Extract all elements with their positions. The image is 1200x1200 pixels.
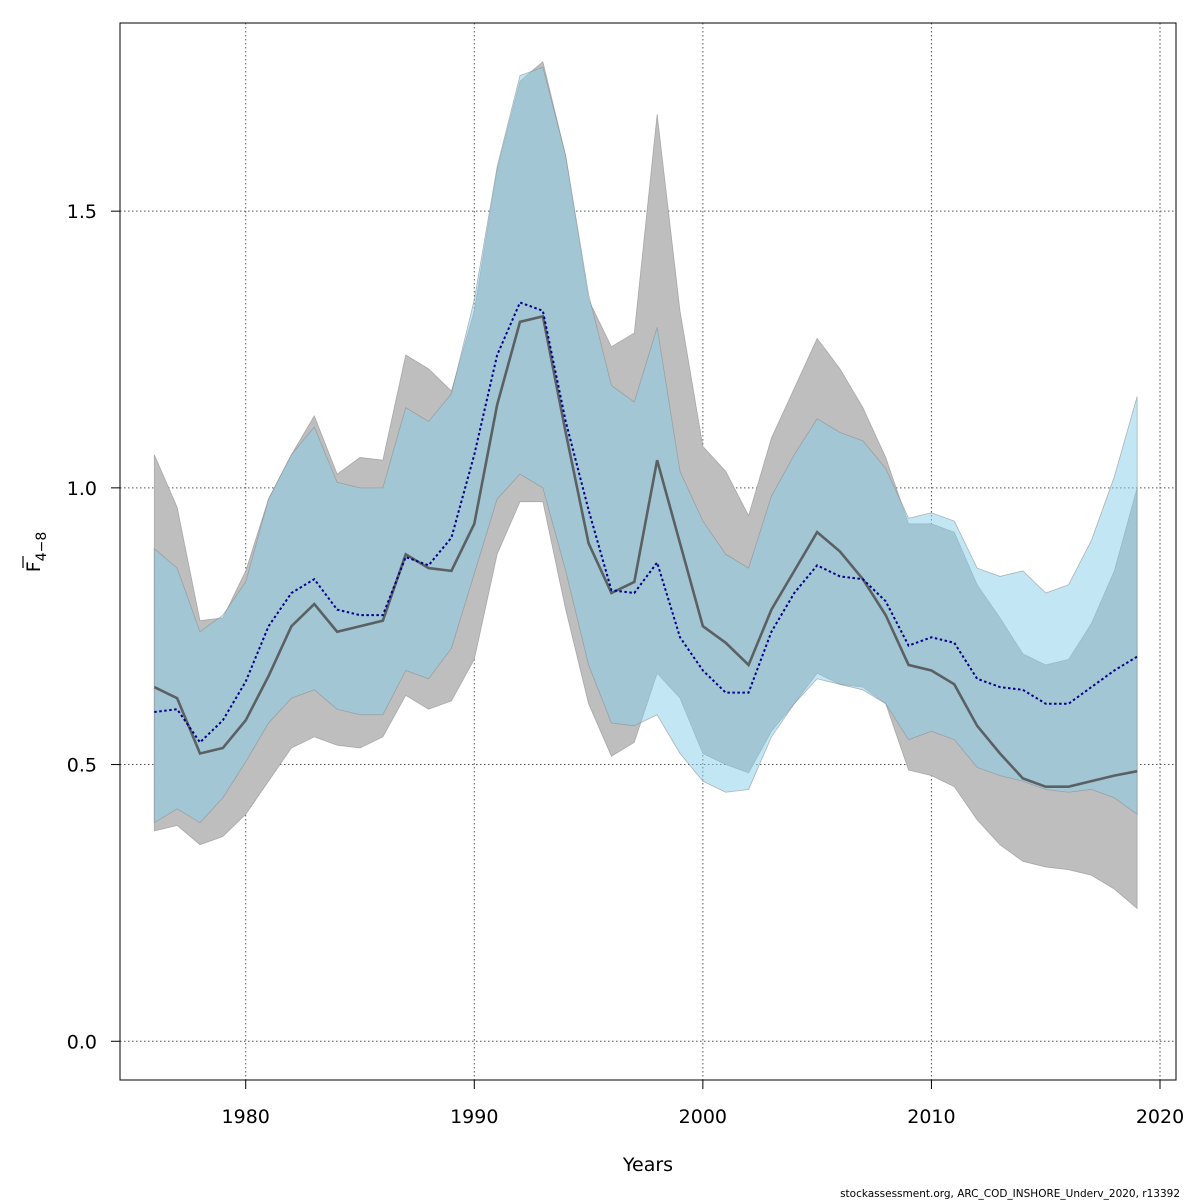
footer-credit: stockassessment.org, ARC_COD_INSHORE_Und… bbox=[840, 1188, 1180, 1200]
x-tick-label-1990: 1990 bbox=[450, 1106, 498, 1128]
y-tick-label-1: 1.0 bbox=[67, 478, 97, 500]
plot-frame bbox=[119, 22, 1177, 1081]
y-axis-title: F4−8 bbox=[22, 532, 50, 572]
estimate-lines bbox=[153, 301, 1138, 789]
y-tick-label-0.5: 0.5 bbox=[67, 755, 97, 777]
svg-text:F4−8: F4−8 bbox=[23, 532, 50, 572]
x-tick-label-2010: 2010 bbox=[907, 1106, 955, 1128]
y-tick-label-0: 0.0 bbox=[67, 1031, 97, 1053]
x-axis-title: Years bbox=[622, 1154, 673, 1176]
x-tick-label-2020: 2020 bbox=[1136, 1106, 1184, 1128]
x-tick-label-2000: 2000 bbox=[679, 1106, 727, 1128]
estimate-line-2 bbox=[154, 301, 1138, 744]
x-tick-label-1980: 1980 bbox=[222, 1106, 270, 1128]
confidence-bands bbox=[153, 61, 1138, 910]
axes: 1980 1990 2000 2010 2020 0.0 0.5 1.0 1.5 bbox=[67, 201, 1184, 1128]
confidence-band-2 bbox=[153, 66, 1138, 824]
y-axis-title-sub: 4−8 bbox=[34, 532, 50, 562]
y-axis-title-main: F bbox=[23, 561, 45, 572]
y-tick-label-1.5: 1.5 bbox=[67, 201, 97, 223]
estimate-line-1 bbox=[153, 314, 1138, 789]
